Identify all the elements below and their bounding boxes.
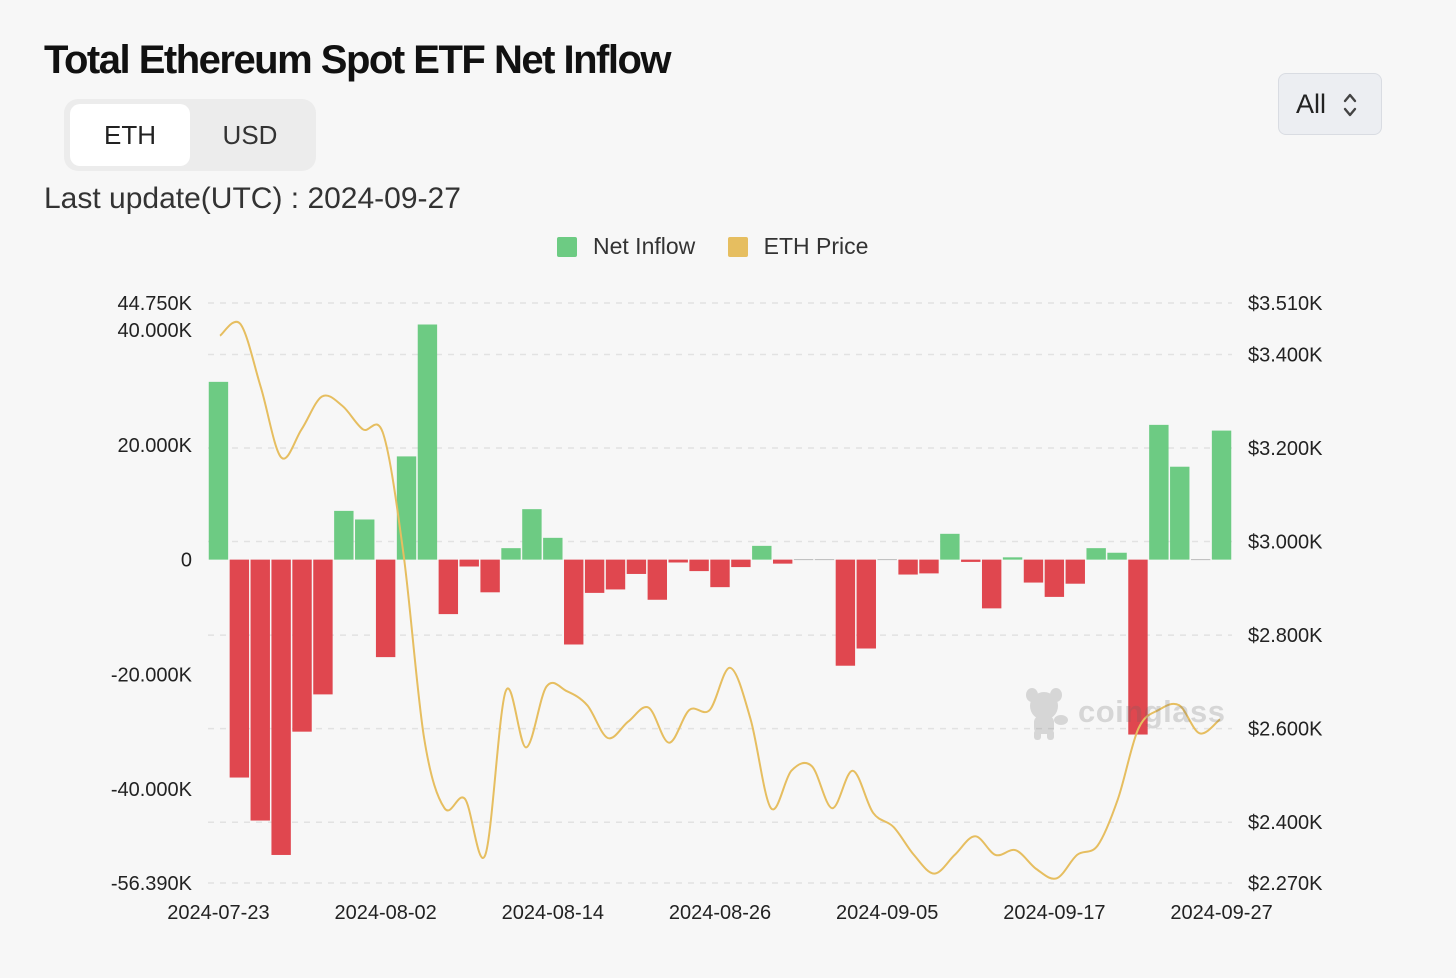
net-inflow-bar[interactable]: [835, 559, 856, 666]
net-inflow-bar[interactable]: [605, 559, 626, 590]
right-axis-tick-label: $3.000K: [1248, 532, 1323, 554]
x-axis-tick-label: 2024-08-26: [669, 902, 771, 924]
price-line-layer: [219, 320, 1221, 880]
x-axis-tick-label: 2024-09-27: [1170, 902, 1272, 924]
net-inflow-bar[interactable]: [919, 559, 939, 574]
left-axis-tick-label: 0: [181, 550, 192, 572]
legend-item-eth-price[interactable]: ETH Price: [727, 233, 869, 260]
x-axis-tick-label: 2024-08-02: [334, 902, 436, 924]
net-inflow-bar[interactable]: [355, 519, 375, 560]
range-select[interactable]: All: [1278, 73, 1382, 135]
page-title: Total Ethereum Spot ETF Net Inflow: [44, 38, 672, 82]
eth-price-line[interactable]: [219, 320, 1221, 880]
coinglass-watermark: coinglass: [1022, 686, 1232, 742]
net-inflow-bar[interactable]: [522, 509, 542, 560]
net-inflow-bar[interactable]: [793, 559, 814, 561]
net-inflow-bar[interactable]: [334, 510, 354, 560]
chevron-updown-icon: [1343, 93, 1357, 117]
net-inflow-bar[interactable]: [940, 533, 960, 560]
legend-item-net-inflow[interactable]: Net Inflow: [557, 233, 695, 260]
left-axis-tick-label: 40.000K: [117, 320, 192, 342]
left-axis-tick-label: 20.000K: [117, 435, 192, 457]
grid-layer: [208, 302, 1232, 884]
net-inflow-bar[interactable]: [459, 559, 479, 567]
net-inflow-bar[interactable]: [961, 559, 981, 562]
right-axis-tick-label: $2.400K: [1248, 812, 1323, 834]
net-inflow-bar[interactable]: [208, 381, 229, 560]
net-inflow-bar[interactable]: [1211, 430, 1232, 560]
x-axis-tick-label: 2024-08-14: [502, 902, 604, 924]
net-inflow-bar[interactable]: [668, 559, 688, 563]
net-inflow-bar[interactable]: [877, 559, 897, 561]
net-inflow-bar[interactable]: [1190, 559, 1211, 561]
net-inflow-bar[interactable]: [626, 559, 647, 574]
net-inflow-bar[interactable]: [375, 559, 396, 658]
left-axis-tick-label: 44.750K: [117, 293, 192, 315]
left-axis-tick-label: -40.000K: [111, 779, 193, 801]
legend-label-net-inflow: Net Inflow: [593, 233, 696, 259]
net-inflow-bar[interactable]: [584, 559, 605, 593]
net-inflow-bar[interactable]: [710, 559, 730, 588]
net-inflow-bar[interactable]: [1128, 559, 1148, 735]
x-axis-tick-label: 2024-07-23: [167, 902, 269, 924]
left-axis-tick-label: -20.000K: [111, 664, 193, 686]
bars-layer: [208, 324, 1232, 855]
net-inflow-bar[interactable]: [1086, 548, 1106, 560]
net-inflow-bar[interactable]: [856, 559, 876, 649]
net-inflow-bar[interactable]: [1149, 424, 1169, 560]
net-inflow-bar[interactable]: [292, 559, 312, 732]
net-inflow-bar[interactable]: [271, 559, 291, 855]
net-inflow-bar[interactable]: [396, 456, 417, 560]
net-inflow-bar[interactable]: [543, 537, 563, 560]
net-inflow-bar[interactable]: [1023, 559, 1044, 583]
net-inflow-bar[interactable]: [313, 559, 333, 695]
left-axis-tick-label: -56.390K: [111, 873, 193, 895]
right-axis-tick-label: $2.270K: [1248, 873, 1323, 895]
unit-toggle: ETH USD: [64, 99, 316, 171]
toggle-option-usd[interactable]: USD: [222, 120, 278, 150]
net-inflow-bar[interactable]: [1002, 557, 1023, 560]
legend-swatch-net-inflow: [557, 237, 577, 257]
net-inflow-bar[interactable]: [501, 548, 521, 560]
net-inflow-bar[interactable]: [814, 559, 835, 561]
ticks-layer: 44.750K 40.000K 20.000K 0 -20.000K -40.000K -5…: [111, 293, 1323, 924]
net-inflow-bar[interactable]: [564, 559, 584, 645]
legend-swatch-eth-price: [727, 237, 748, 257]
right-axis-tick-label: $2.800K: [1248, 625, 1323, 647]
net-inflow-bar[interactable]: [689, 559, 709, 572]
right-axis-tick-label: $3.400K: [1248, 344, 1323, 366]
right-axis-tick-label: $2.600K: [1248, 719, 1323, 741]
net-inflow-bar[interactable]: [229, 559, 250, 778]
toggle-option-eth[interactable]: ETH: [70, 104, 190, 166]
net-inflow-bar[interactable]: [1044, 559, 1065, 597]
net-inflow-bar[interactable]: [250, 559, 270, 821]
net-inflow-bar[interactable]: [438, 559, 459, 615]
net-inflow-bar[interactable]: [1107, 552, 1127, 560]
net-inflow-bar[interactable]: [480, 559, 500, 593]
net-inflow-bar[interactable]: [647, 559, 668, 600]
x-axis-tick-label: 2024-09-17: [1003, 902, 1105, 924]
net-inflow-bar[interactable]: [1170, 466, 1190, 560]
range-select-value: All: [1296, 89, 1327, 119]
net-inflow-bar[interactable]: [417, 324, 438, 560]
legend-label-eth-price: ETH Price: [763, 233, 869, 259]
watermark-text: coinglass: [1078, 694, 1226, 729]
last-update-label: Last update(UTC) : 2024-09-27: [44, 182, 461, 215]
coinglass-logo-icon: [1026, 688, 1068, 740]
right-axis-tick-label: $3.200K: [1248, 438, 1323, 460]
net-inflow-bar[interactable]: [1065, 559, 1085, 584]
net-inflow-bar[interactable]: [898, 559, 918, 575]
net-inflow-bar[interactable]: [752, 545, 772, 560]
chart-legend: Net Inflow ETH Price: [557, 233, 894, 263]
right-axis-tick-label: $3.510K: [1248, 293, 1323, 315]
net-inflow-bar[interactable]: [772, 559, 793, 564]
net-inflow-bar[interactable]: [981, 559, 1002, 609]
net-inflow-bar[interactable]: [731, 559, 751, 568]
x-axis-tick-label: 2024-09-05: [836, 902, 938, 924]
